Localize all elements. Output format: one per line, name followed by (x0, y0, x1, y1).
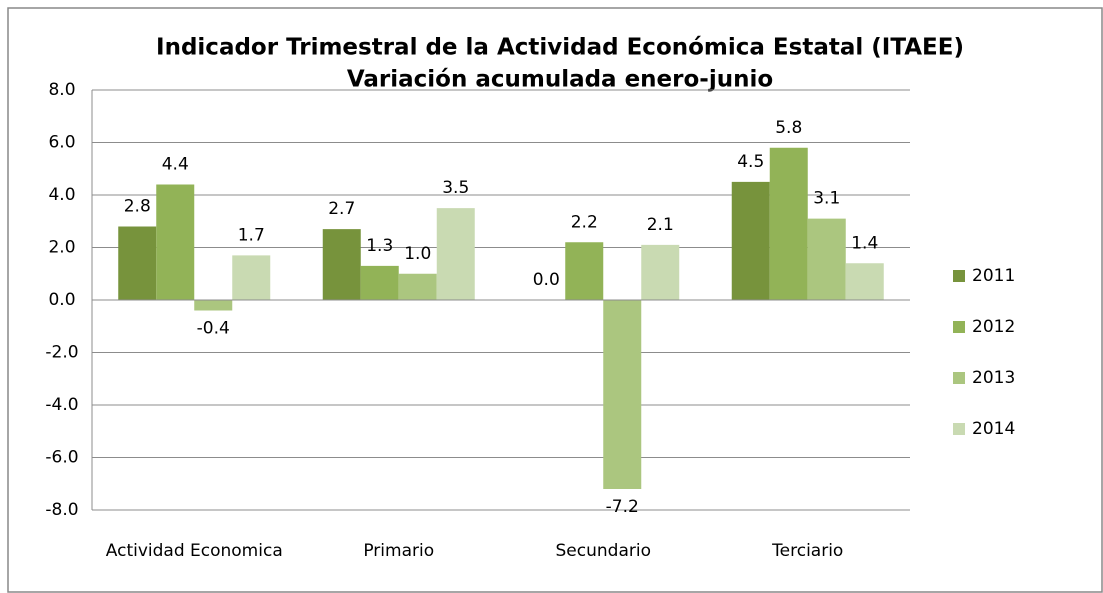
legend-swatch (953, 423, 965, 435)
legend-label: 2014 (972, 419, 1015, 439)
data-label: 0.0 (533, 270, 560, 290)
legend-swatch (953, 270, 965, 282)
legend-swatch (953, 372, 965, 384)
y-tick-label: -4.0 (45, 395, 78, 415)
data-label: 5.8 (775, 118, 802, 138)
legend-label: 2011 (972, 266, 1015, 286)
legend-swatch (953, 321, 965, 333)
bar (156, 184, 195, 300)
y-tick-label: 6.0 (48, 133, 75, 153)
chart-subtitle: Variación acumulada enero-junio (347, 67, 773, 93)
data-label: -7.2 (606, 497, 639, 517)
y-tick-label: 4.0 (48, 185, 75, 205)
data-label: 2.1 (647, 215, 674, 235)
data-label: -0.4 (197, 319, 230, 339)
data-label: 1.3 (366, 236, 393, 256)
bar (232, 255, 271, 300)
bar (769, 147, 808, 300)
bar (603, 300, 642, 489)
bar (436, 208, 475, 300)
y-tick-label: 2.0 (48, 238, 75, 258)
y-tick-label: -8.0 (45, 500, 78, 520)
data-label: 3.1 (813, 189, 840, 209)
bar (118, 226, 157, 300)
legend-label: 2013 (972, 368, 1015, 388)
bar (641, 244, 680, 300)
data-label: 3.5 (442, 178, 469, 198)
data-label: 2.7 (328, 199, 355, 219)
data-label: 2.8 (124, 197, 151, 217)
x-tick-label: Secundario (556, 541, 651, 561)
bar (845, 263, 884, 300)
y-tick-label: 8.0 (48, 80, 75, 100)
bar (398, 273, 437, 300)
x-tick-label: Primario (363, 541, 434, 561)
bar (731, 181, 770, 300)
legend-label: 2012 (972, 317, 1015, 337)
data-label: 1.7 (238, 225, 265, 245)
bar (565, 242, 604, 300)
data-label: 1.4 (851, 233, 878, 253)
y-tick-label: -6.0 (45, 448, 78, 468)
x-tick-label: Terciario (771, 541, 843, 561)
data-label: 1.0 (404, 244, 431, 264)
data-label: 2.2 (571, 212, 598, 232)
bar (807, 218, 846, 300)
bar (360, 265, 399, 300)
x-tick-label: Actividad Economica (106, 541, 283, 561)
y-tick-label: -2.0 (45, 343, 78, 363)
data-label: 4.5 (737, 152, 764, 172)
bar (194, 300, 233, 311)
bar (322, 229, 361, 300)
data-label: 4.4 (162, 155, 189, 175)
y-tick-label: 0.0 (48, 290, 75, 310)
chart-title: Indicador Trimestral de la Actividad Eco… (156, 35, 964, 61)
